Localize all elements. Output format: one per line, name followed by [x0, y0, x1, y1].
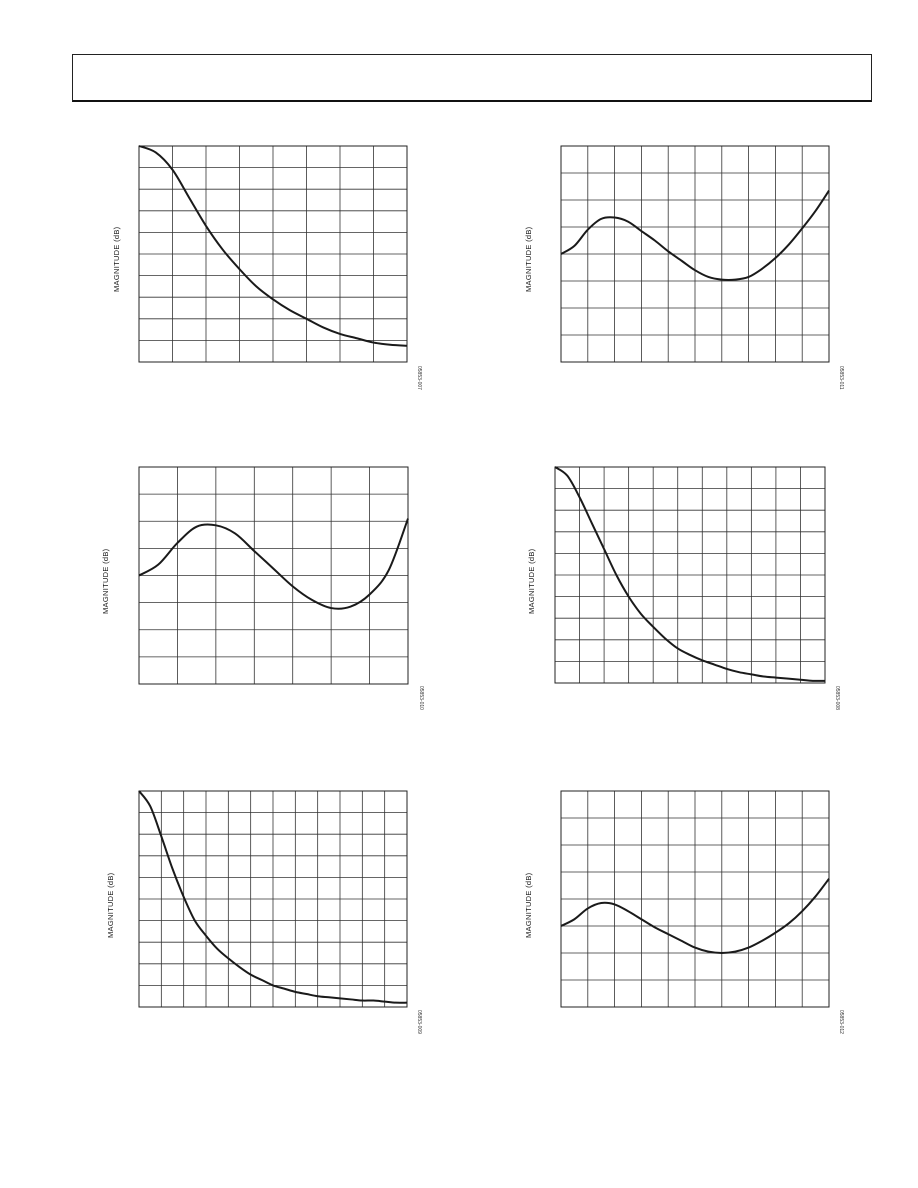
magnitude-curve: [560, 878, 830, 954]
figure-id: 05853-009: [416, 1010, 422, 1034]
figure-id: 05853-012: [838, 1010, 844, 1034]
plot-frame: [560, 790, 830, 1008]
plot-area: [138, 466, 409, 685]
magnitude-curve: [560, 189, 830, 281]
y-axis-label: MAGNITUDE (dB): [524, 226, 533, 292]
y-axis-label: MAGNITUDE (dB): [527, 548, 536, 614]
plot-frame: [138, 145, 408, 363]
plot-frame: [138, 790, 408, 1008]
y-axis-label: MAGNITUDE (dB): [524, 872, 533, 938]
magnitude-curve: [138, 518, 409, 610]
plot-area: [560, 790, 830, 1008]
figure-id: 05853-007: [416, 366, 422, 390]
y-axis-label: MAGNITUDE (dB): [112, 226, 121, 292]
magnitude-curve: [554, 466, 826, 682]
figure-id: 05853-011: [838, 366, 844, 390]
plot-area: [560, 145, 830, 363]
plot-area: [554, 466, 826, 684]
figure-id: 05853-008: [834, 686, 840, 710]
plot-frame: [554, 466, 826, 684]
page-header-box: [72, 54, 872, 102]
magnitude-curve: [138, 790, 408, 1004]
plot-area: [138, 145, 408, 363]
y-axis-label: MAGNITUDE (dB): [101, 548, 110, 614]
plot-area: [138, 790, 408, 1008]
magnitude-curve: [138, 145, 408, 347]
y-axis-label: MAGNITUDE (dB): [106, 872, 115, 938]
figure-id: 05853-010: [418, 686, 424, 710]
